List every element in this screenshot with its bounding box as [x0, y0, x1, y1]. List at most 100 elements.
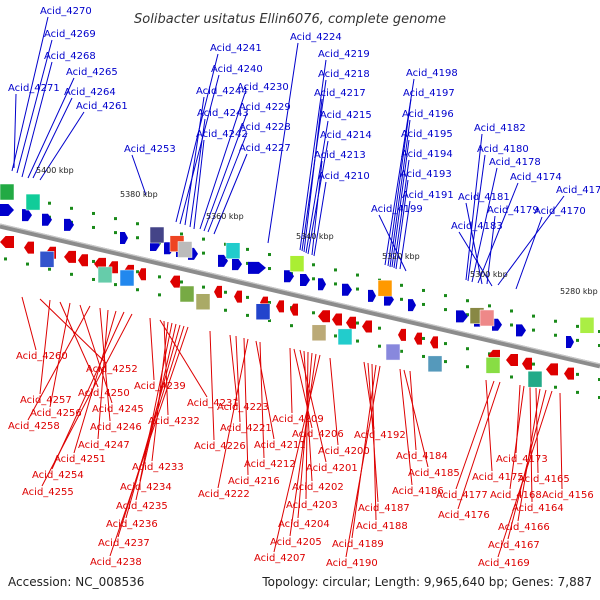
- top-label-line: [11, 16, 49, 172]
- top-label-line: [184, 96, 205, 226]
- bottom-label-line: [151, 321, 169, 462]
- bottom-gene-label: Acid_4246: [90, 422, 142, 433]
- bottom-label-line: [229, 334, 238, 402]
- top-label-line: [131, 154, 147, 196]
- top-gene-label: Acid_4240: [211, 64, 263, 75]
- bottom-label-line: [235, 335, 241, 423]
- bottom-gene-label: Acid_4238: [90, 557, 142, 568]
- domain-box: [0, 183, 15, 201]
- kbp-tick-label: 5320 kbp: [382, 252, 420, 261]
- top-gene-label: Acid_4219: [318, 49, 370, 60]
- bottom-gene-label: Acid_4257: [20, 395, 72, 406]
- forward-gene-arrow: [22, 209, 32, 222]
- top-label-line: [32, 97, 73, 179]
- tick-mark: [400, 349, 403, 353]
- bottom-label-line: [209, 330, 215, 441]
- bottom-gene-label: Acid_4169: [478, 558, 530, 569]
- bottom-gene-label: Acid_4233: [132, 462, 184, 473]
- top-gene-labels: Acid_4270 Acid_4269 Acid_4268 Acid_4265 Acid…: [8, 6, 600, 232]
- bottom-label-line: [51, 311, 125, 470]
- bottom-label-line: [497, 390, 553, 558]
- top-gene-label: Acid_4215: [320, 110, 372, 121]
- tick-mark: [488, 352, 491, 356]
- bottom-gene-label: Acid_4226: [194, 441, 246, 452]
- tick-mark: [48, 201, 51, 205]
- top-gene-label: Acid_4269: [44, 29, 96, 40]
- tick-mark: [598, 344, 600, 348]
- bottom-gene-label: Acid_4209: [272, 414, 324, 425]
- tick-mark: [180, 232, 183, 236]
- bottom-label-line: [255, 340, 275, 440]
- tick-mark: [400, 283, 403, 287]
- forward-gene-arrow: [120, 231, 128, 244]
- top-gene-label: Acid_4244: [196, 86, 248, 97]
- tick-mark: [554, 385, 557, 389]
- genome-backbone-highlight: [0, 223, 600, 365]
- bottom-gene-label: Acid_4165: [518, 474, 570, 485]
- bottom-gene-label: Acid_4211: [254, 440, 306, 451]
- reverse-gene-arrow: [522, 357, 532, 370]
- tick-mark: [48, 267, 51, 271]
- tick-mark: [202, 251, 205, 255]
- map-title: Solibacter usitatus Ellin6076, complete …: [134, 12, 446, 27]
- forward-gene-arrow: [368, 289, 376, 302]
- bottom-label-line: [273, 354, 321, 553]
- forward-gene-arrow: [218, 254, 228, 267]
- tick-mark: [92, 259, 95, 263]
- bottom-label-line: [367, 362, 379, 503]
- top-gene-label: Acid_4191: [402, 190, 454, 201]
- top-gene-label: Acid_4179: [487, 205, 539, 216]
- bottom-label-line: [59, 301, 99, 388]
- domain-box: [311, 324, 327, 342]
- tick-mark: [532, 328, 535, 332]
- bottom-gene-label: Acid_4207: [254, 553, 306, 564]
- tick-mark: [158, 293, 161, 297]
- tick-mark: [268, 267, 271, 271]
- bottom-gene-label: Acid_4260: [16, 351, 68, 362]
- top-gene-label: Acid_4196: [402, 109, 454, 120]
- reverse-gene-arrow: [170, 275, 180, 288]
- forward-gene-arrow: [232, 258, 242, 271]
- tick-mark: [70, 206, 73, 210]
- reverse-gene-arrow: [214, 285, 222, 298]
- bottom-gene-label: Acid_4206: [292, 429, 344, 440]
- top-gene-label: Acid_4265: [66, 67, 118, 78]
- reverse-gene-arrow: [332, 313, 342, 326]
- top-gene-label: Acid_4230: [237, 82, 289, 93]
- top-label-line: [393, 159, 410, 269]
- tick-mark: [466, 299, 469, 303]
- top-gene-label: Acid_4229: [239, 102, 291, 113]
- bottom-label-line: [217, 338, 249, 489]
- domain-box: [289, 255, 305, 272]
- top-label-line: [477, 182, 519, 284]
- bottom-gene-label: Acid_4234: [120, 482, 172, 493]
- top-gene-label: Acid_4199: [371, 204, 423, 215]
- tick-mark: [422, 288, 425, 292]
- bottom-gene-label: Acid_4200: [318, 446, 370, 457]
- top-label-line: [13, 93, 17, 169]
- bottom-label-line: [149, 317, 155, 381]
- top-gene-label: Acid_4218: [318, 69, 370, 80]
- kbp-tick-label: 5280 kbp: [560, 287, 598, 296]
- tick-mark: [356, 339, 359, 343]
- forward-gene-arrow: [566, 336, 574, 349]
- domain-box: [385, 343, 401, 361]
- tick-mark: [70, 272, 73, 276]
- bottom-gene-label: Acid_4231: [187, 398, 239, 409]
- top-gene-label: Acid_4214: [320, 130, 372, 141]
- bottom-gene-label: Acid_4236: [106, 519, 158, 530]
- tick-mark: [576, 338, 579, 342]
- tick-mark: [598, 378, 600, 382]
- bottom-gene-label: Acid_4177: [436, 490, 488, 501]
- domain-box: [25, 193, 41, 211]
- domain-box: [119, 269, 135, 287]
- bottom-gene-label: Acid_4256: [30, 408, 82, 419]
- forward-gene-arrow: [64, 218, 74, 231]
- top-gene-label: Acid_4261: [76, 101, 128, 112]
- bottom-label-line: [117, 325, 185, 538]
- tick-mark: [554, 319, 557, 323]
- top-label-line: [399, 200, 411, 270]
- bottom-gene-label: Acid_4235: [116, 501, 168, 512]
- top-label-line: [27, 77, 75, 179]
- tick-mark: [92, 277, 95, 281]
